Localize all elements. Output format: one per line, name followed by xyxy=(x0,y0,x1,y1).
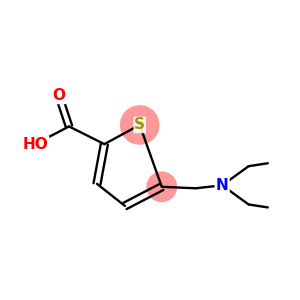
Circle shape xyxy=(121,106,159,144)
Text: N: N xyxy=(216,178,229,193)
Circle shape xyxy=(147,172,176,202)
Text: O: O xyxy=(52,88,65,103)
Text: S: S xyxy=(134,118,145,133)
Text: HO: HO xyxy=(22,136,48,152)
